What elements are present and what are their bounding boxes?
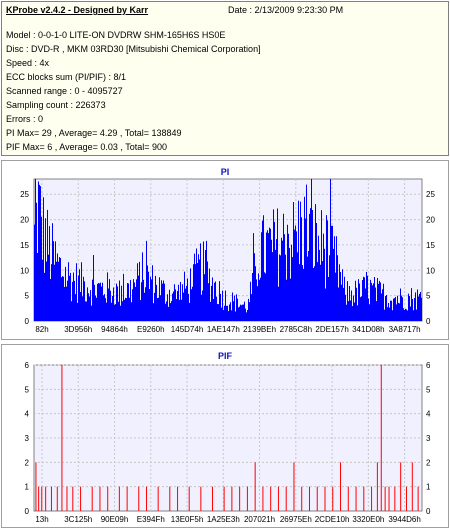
info-errors: Errors : 0 [6, 114, 44, 124]
info-disc: Disc : DVD-R , MKM 03RD30 [Mitsubishi Ch… [6, 44, 261, 54]
pif-xtick: 90E09h [101, 515, 129, 524]
pif-xtick: E394Fh [137, 515, 165, 524]
pif-ytick-right: 0 [426, 507, 431, 516]
pif-ytick-left: 2 [25, 458, 30, 467]
pi-xtick: 2DE157h [315, 325, 348, 334]
pi-chart-title: PI [220, 167, 230, 177]
pi-xtick: 94864h [101, 325, 128, 334]
pif-ytick-left: 0 [25, 507, 30, 516]
pi-ytick-left: 25 [20, 190, 29, 199]
app-title: KProbe v2.4.2 - Designed by Karr [6, 5, 149, 15]
pi-xtick: E9260h [137, 325, 165, 334]
pif-xtick: 3944D6h [388, 515, 420, 524]
info-model: Model : 0-0-1-0 LITE-ON DVDRW SHM-165H6S… [6, 30, 226, 40]
pif-xtick: 13h [35, 515, 48, 524]
pif-chart-title: PIF [217, 351, 232, 361]
pif-ytick-left: 5 [25, 385, 30, 394]
pi-ytick-left: 20 [20, 216, 29, 225]
pif-ytick-right: 3 [426, 434, 431, 443]
pif-chart: 0 0 1 1 2 2 3 3 4 4 5 5 6 6 13h 3C125h 90E09h E394Fh 13E0F… [25, 361, 431, 524]
pif-ytick-right: 2 [426, 458, 431, 467]
pi-xtick: 145D74h [171, 325, 203, 334]
pif-ytick-right: 1 [426, 483, 431, 492]
scan-date: Date : 2/13/2009 9:23:30 PM [228, 5, 344, 15]
pi-ytick-right: 15 [426, 241, 435, 250]
info-scanned-range: Scanned range : 0 - 4095727 [6, 86, 123, 96]
pif-chart-panel: PIF 0 0 1 1 2 2 3 3 4 4 5 5 6 6 13h 3C125h 90E09h E394Fh 1… [1, 344, 449, 528]
pi-xtick: 2785C8h [280, 325, 312, 334]
pi-xtick: 82h [35, 325, 48, 334]
disc-info-panel: KProbe v2.4.2 - Designed by Karr Date : … [1, 1, 449, 156]
pif-xtick: 2CDE10h [315, 515, 350, 524]
pif-ytick-left: 1 [25, 483, 30, 492]
pif-ytick-left: 3 [25, 434, 30, 443]
pif-series [35, 365, 419, 511]
pif-xtick: 3320E0h [352, 515, 384, 524]
pif-ytick-left: 6 [25, 361, 30, 370]
pif-xtick: 13E0F5h [171, 515, 203, 524]
pi-xtick: 3D956h [64, 325, 92, 334]
pi-ytick-right: 25 [426, 190, 435, 199]
pi-ytick-left: 10 [20, 266, 29, 275]
pif-ytick-right: 5 [426, 385, 431, 394]
pif-xtick: 3C125h [64, 515, 92, 524]
pi-ytick-left: 0 [25, 317, 30, 326]
info-pif-stats: PIF Max= 6 , Average= 0.03 , Total= 900 [6, 142, 168, 152]
pi-ytick-right: 20 [426, 216, 435, 225]
pi-ytick-right: 5 [426, 292, 431, 301]
pi-ytick-left: 15 [20, 241, 29, 250]
pi-ytick-right: 10 [426, 266, 435, 275]
pi-xtick: 2139BEh [243, 325, 276, 334]
pi-series [34, 179, 422, 321]
info-speed: Speed : 4x [6, 58, 50, 68]
pif-xtick: 1A25E3h [207, 515, 240, 524]
pi-ytick-right: 0 [426, 317, 431, 326]
pi-chart: 0 0 5 5 10 10 15 15 20 20 25 25 82h 3D956h 94864h E9260… [20, 178, 435, 334]
pif-ytick-right: 6 [426, 361, 431, 370]
pi-ytick-left: 5 [25, 292, 30, 301]
pif-ytick-right: 4 [426, 410, 431, 419]
info-pi-stats: PI Max= 29 , Average= 4.29 , Total= 1388… [6, 128, 182, 138]
pi-xtick: 1AE147h [207, 325, 240, 334]
pi-xtick: 341D08h [352, 325, 384, 334]
pif-ytick-left: 4 [25, 410, 30, 419]
info-sampling-count: Sampling count : 226373 [6, 100, 106, 110]
pif-xtick: 207021h [244, 515, 275, 524]
info-ecc-blocks: ECC blocks sum (PI/PIF) : 8/1 [6, 72, 127, 82]
pif-xtick: 26975Eh [280, 515, 312, 524]
pi-xtick: 3A8717h [389, 325, 421, 334]
pi-chart-panel: PI 0 0 5 5 10 10 15 15 20 20 25 25 82h 3D956h 94864h E9… [1, 160, 449, 340]
